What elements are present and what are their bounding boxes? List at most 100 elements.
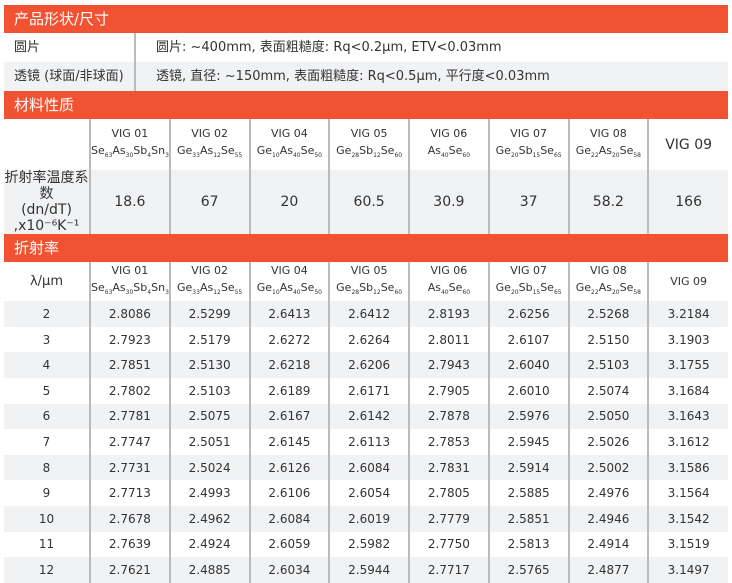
refractive-index-cell: 3.1497	[647, 557, 728, 583]
material-header: VIG 01 Se63As30Sb4Sn3	[89, 262, 170, 302]
refractive-index-cell: 2.6167	[248, 403, 330, 430]
refractive-index-cell: 2.5976	[487, 403, 569, 430]
refractive-index-cell: 2.5945	[487, 429, 569, 455]
refractive-index-cell: 2.6412	[328, 301, 409, 327]
refractive-index-cell: 2.6019	[328, 505, 409, 532]
material-formula: Ge20Sb15Se65	[495, 143, 562, 160]
refractive-index-cell: 3.1755	[647, 352, 728, 378]
refractive-index-cell: 2.5103	[168, 377, 250, 404]
table-row: 4 2.7851 2.5130 2.6218 2.6206 2.7943 2.6040 2.5…	[4, 352, 728, 378]
refractive-index-cell: 2.6264	[328, 326, 409, 353]
material-formula: Ge22As20Se58	[575, 143, 641, 160]
refractive-index-cell: 2.7853	[408, 429, 489, 455]
material-header: VIG 09	[647, 262, 728, 302]
material-name: VIG 07	[510, 126, 548, 140]
dndt-value: 67	[168, 170, 250, 234]
refractive-index-cell: 2.6189	[248, 377, 330, 404]
dndt-value: 18.6	[89, 170, 170, 234]
refractive-index-cell: 2.6113	[328, 429, 409, 455]
refractive-index-cell: 2.5765	[487, 557, 569, 583]
material-formula: Ge33As12Se55	[177, 143, 243, 160]
refractive-index-cell: 2.6171	[328, 377, 409, 404]
refractive-index-cell: 2.5150	[567, 326, 649, 353]
refractive-table: λ/μm VIG 01 Se63As30Sb4Sn3 VIG 02 Ge33As12S…	[4, 262, 728, 583]
refractive-index-cell: 2.8193	[408, 301, 489, 327]
material-formula: Ge10As40Se50	[256, 281, 322, 297]
material-header: VIG 01 Se63As30Sb4Sn3	[89, 119, 170, 170]
refractive-index-cell: 2.5813	[487, 531, 569, 558]
refractive-index-cell: 2.6126	[248, 454, 330, 481]
refractive-index-cell: 2.6142	[328, 403, 409, 430]
material-formula: Ge33As12Se55	[177, 281, 243, 297]
dndt-value: 60.5	[328, 170, 409, 234]
table-row: 8 2.7731 2.5024 2.6126 2.6084 2.7831 2.5914 2.5…	[4, 454, 728, 481]
material-name: VIG 06	[430, 126, 468, 140]
refractive-index-cell: 2.5268	[567, 301, 649, 327]
refractive-index-cell: 2.7943	[408, 352, 489, 378]
refractive-index-cell: 2.7678	[89, 505, 170, 532]
refractive-index-cell: 2.6256	[487, 301, 569, 327]
table-row: 5 2.7802 2.5103 2.6189 2.6171 2.7905 2.6010 2.5…	[4, 377, 728, 404]
refractive-index-cell: 2.4976	[567, 480, 649, 506]
dndt-value: 37	[487, 170, 569, 234]
material-name: VIG 01	[111, 126, 149, 140]
refractive-index-cell: 2.4877	[567, 557, 649, 583]
material-header: VIG 07 Ge20Sb15Se65	[487, 262, 569, 302]
material-name: VIG 06	[430, 264, 468, 277]
material-header: VIG 07 Ge20Sb15Se65	[487, 119, 569, 170]
material-name: VIG 02	[191, 126, 229, 140]
wavelength-cell: 6	[4, 403, 90, 430]
material-name: VIG 02	[191, 264, 229, 277]
refractive-index-cell: 2.6034	[248, 557, 330, 583]
refractive-index-cell: 2.6084	[328, 454, 409, 481]
refractive-index-cell: 3.1903	[647, 326, 728, 353]
refractive-index-cell: 2.7621	[89, 557, 170, 583]
refractive-index-cell: 2.6054	[328, 480, 409, 506]
shape-row: 圆片 圆片: ~400mm, 表面粗糙度: Rq<0.2μm, ETV<0.03…	[4, 33, 728, 62]
shape-value: 圆片: ~400mm, 表面粗糙度: Rq<0.2μm, ETV<0.03mm	[156, 40, 502, 55]
refractive-index-cell: 2.7639	[89, 531, 170, 558]
refractive-index-cell: 2.6145	[248, 429, 330, 455]
refractive-index-cell: 2.6010	[487, 377, 569, 404]
material-name: VIG 08	[589, 126, 627, 140]
material-name: VIG 04	[270, 264, 308, 277]
refractive-index-cell: 2.7781	[89, 403, 170, 430]
refractive-index-cell: 3.1643	[647, 403, 728, 430]
material-header: VIG 08 Ge22As20Se58	[567, 262, 649, 302]
refractive-index-cell: 2.6040	[487, 352, 569, 378]
shape-label: 透镜 (球面/非球面)	[4, 62, 136, 91]
refractive-index-cell: 2.5982	[328, 531, 409, 558]
material-header: VIG 05 Ge28Sb12Se60	[328, 262, 409, 302]
material-header: VIG 04 Ge10As40Se50	[248, 119, 330, 170]
refractive-index-cell: 3.1542	[647, 505, 728, 532]
wavelength-cell: 10	[4, 505, 90, 532]
properties-value-row: 折射率温度系数 (dn/dT) ,x10⁻⁶K⁻¹ 18.6 67 20 60.5 30…	[4, 170, 728, 234]
table-row: 2 2.8086 2.5299 2.6413 2.6412 2.8193 2.6256 2.5…	[4, 301, 728, 327]
shape-value: 透镜, 直径: ~150mm, 表面粗糙度: Rq<0.5μm, 平行度<0.0…	[156, 69, 550, 84]
dndt-value: 166	[647, 170, 728, 234]
refractive-index-cell: 2.6106	[248, 480, 330, 506]
refractive-index-cell: 2.7905	[408, 377, 489, 404]
section-header-properties: 材料性质	[4, 91, 728, 119]
material-name: VIG 05	[350, 264, 388, 277]
refractive-index-cell: 2.5914	[487, 454, 569, 481]
refractive-index-cell: 2.7923	[89, 326, 170, 353]
wavelength-header: λ/μm	[29, 274, 63, 290]
refractive-index-cell: 2.5944	[328, 557, 409, 583]
refractive-index-cell: 2.5130	[168, 352, 250, 378]
refractive-index-cell: 2.4993	[168, 480, 250, 506]
table-row: 11 2.7639 2.4924 2.6059 2.5982 2.7750 2.5813 2.…	[4, 531, 728, 558]
material-header: VIG 06 As40Se60	[408, 262, 489, 302]
shape-row: 透镜 (球面/非球面) 透镜, 直径: ~150mm, 表面粗糙度: Rq<0.…	[4, 62, 728, 91]
refractive-index-cell: 2.6272	[248, 326, 330, 353]
refractive-index-cell: 2.6218	[248, 352, 330, 378]
dndt-value: 58.2	[567, 170, 649, 234]
refractive-index-cell: 2.4914	[567, 531, 649, 558]
refractive-index-cell: 2.7750	[408, 531, 489, 558]
material-formula: As40Se60	[427, 143, 471, 160]
refractive-index-cell: 2.7779	[408, 505, 489, 532]
refractive-index-cell: 2.5024	[168, 454, 250, 481]
material-formula: Se63As30Sb4Sn3	[91, 143, 169, 160]
refractive-index-cell: 2.4924	[168, 531, 250, 558]
refractive-index-cell: 2.6206	[328, 352, 409, 378]
